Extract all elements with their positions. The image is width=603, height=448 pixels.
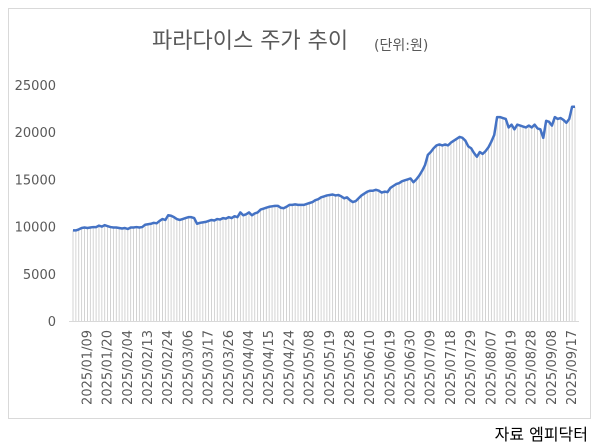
y-tick-label: 10000 <box>15 221 56 236</box>
x-tick-label: 2025/02/13 <box>141 330 156 405</box>
x-tick-label: 2025/06/10 <box>363 330 378 405</box>
x-tick-label: 2025/03/06 <box>181 330 196 405</box>
x-tick-label: 2025/09/08 <box>545 330 560 405</box>
x-tick-label: 2025/07/29 <box>464 330 479 405</box>
chart-title: 파라다이스 주가 추이 <box>152 29 348 54</box>
chart-frame <box>8 8 591 419</box>
x-tick-label: 2025/06/19 <box>383 330 398 405</box>
x-tick-label: 2025/08/28 <box>525 330 540 405</box>
y-tick-label: 5000 <box>23 268 56 283</box>
x-tick-label: 2025/03/17 <box>202 330 217 405</box>
x-tick-label: 2025/05/19 <box>323 330 338 405</box>
x-tick-label: 2025/02/04 <box>121 330 136 405</box>
y-tick-label: 15000 <box>15 173 56 188</box>
y-tick-label: 20000 <box>15 126 56 141</box>
x-tick-label: 2025/05/08 <box>303 330 318 405</box>
x-tick-label: 2025/06/30 <box>404 330 419 405</box>
chart-subtitle: (단위:원) <box>374 38 428 54</box>
x-tick-label: 2025/02/24 <box>161 330 176 405</box>
x-tick-label: 2025/07/09 <box>424 330 439 405</box>
x-tick-label: 2025/09/17 <box>565 330 580 405</box>
x-tick-label: 2025/08/07 <box>484 330 499 405</box>
x-tick-label: 2025/01/09 <box>80 330 95 405</box>
y-tick-label: 25000 <box>15 79 56 94</box>
y-tick-label: 0 <box>48 315 56 330</box>
x-tick-label: 2025/04/24 <box>282 330 297 405</box>
x-tick-label: 2025/07/18 <box>444 330 459 405</box>
x-tick-label: 2025/04/04 <box>242 330 257 405</box>
x-tick-label: 2025/04/15 <box>262 330 277 405</box>
x-tick-label: 2025/08/19 <box>505 330 520 405</box>
x-tick-label: 2025/05/28 <box>343 330 358 405</box>
x-tick-label: 2025/01/20 <box>101 330 116 405</box>
price-line <box>73 105 575 232</box>
x-tick-label: 2025/03/26 <box>222 330 237 405</box>
source-note: 자료 엠피닥터 <box>495 425 588 444</box>
